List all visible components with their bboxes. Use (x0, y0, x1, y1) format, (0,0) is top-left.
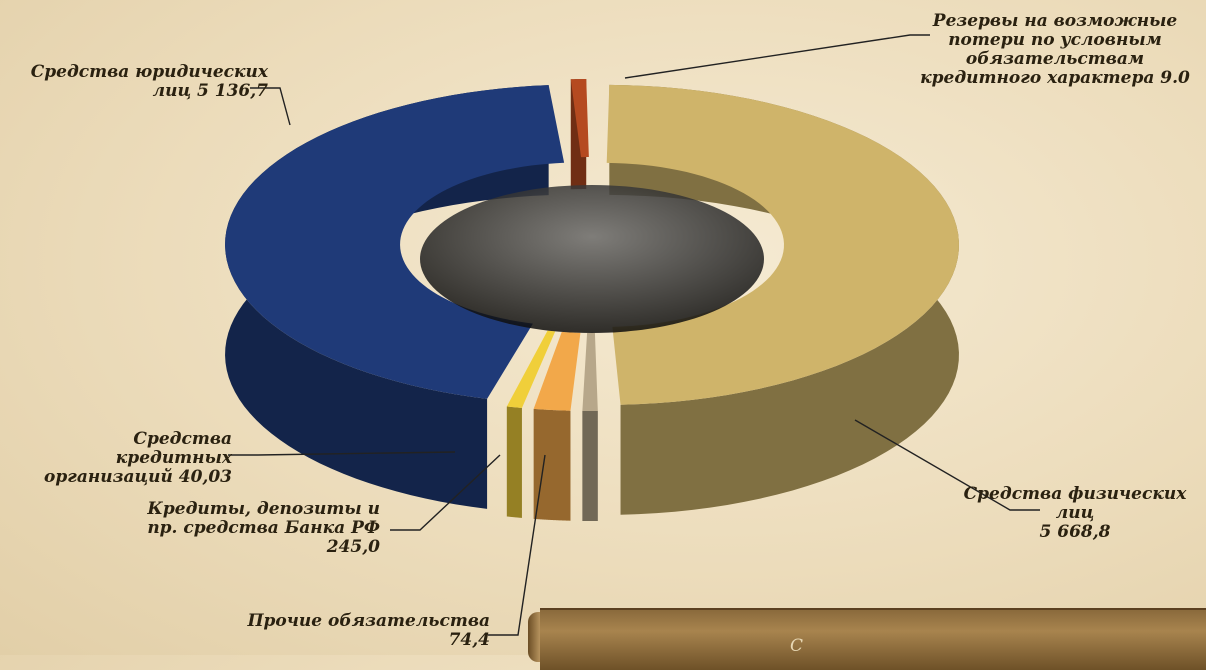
leader-line-5 (624, 34, 930, 79)
slice-label-line: обязательствам (965, 49, 1145, 69)
leader-line-0 (854, 419, 1040, 511)
slice-wall-2 (533, 408, 571, 521)
slice-wall-1 (582, 410, 598, 521)
slice-label-0: Средства физических лиц 5 668,8 (945, 485, 1205, 542)
leader-line-3 (228, 451, 456, 456)
slice-label-line: 74,4 (448, 630, 490, 650)
slice-label-line: пр. средства Банка РФ (147, 518, 380, 538)
donut-hole (420, 185, 764, 333)
slice-wall-3 (506, 406, 522, 518)
slice-top-0 (606, 84, 959, 405)
slice-label-line: потери по условным (948, 30, 1162, 50)
slice-label-4: Средства юридических лиц 5 136,7 (28, 63, 268, 101)
scroll-banner (540, 608, 1206, 670)
slice-label-line: лиц 5 136,7 (152, 81, 268, 101)
leader-line-1 (488, 454, 546, 636)
slice-label-line: Резервы на возможные (932, 11, 1178, 31)
slice-top-5 (570, 79, 589, 158)
slice-0 (606, 84, 959, 515)
footer-text: С (790, 636, 804, 656)
slice-5 (570, 79, 589, 190)
slice-label-line: 5 668,8 (1039, 522, 1111, 542)
slice-top-2 (533, 331, 581, 411)
slice-4 (225, 85, 565, 509)
slice-label-line: Кредиты, депозиты и (147, 499, 380, 519)
slice-1 (582, 332, 598, 521)
slice-label-line: организаций 40,03 (44, 467, 232, 487)
slice-3 (506, 330, 556, 518)
slice-label-line: Прочие обязательства (247, 611, 490, 631)
slice-label-2: Кредиты, депозиты и пр. средства Банка РФ… (140, 500, 380, 557)
leader-line-4 (250, 87, 291, 126)
slice-label-line: Средства физических лиц (963, 484, 1187, 523)
slice-top-4 (225, 85, 565, 399)
slice-label-line: кредитного характера 9.0 (920, 68, 1190, 88)
slice-label-line: Средства юридических (30, 62, 268, 82)
slice-label-3: Средства кредитных организаций 40,03 (12, 430, 232, 487)
slice-label-line: Средства кредитных (115, 429, 232, 468)
slice-top-3 (506, 330, 556, 408)
slice-label-5: Резервы на возможные потери по условным об… (920, 12, 1190, 88)
slice-top-1 (582, 332, 598, 411)
donut-chart (225, 34, 1040, 636)
slice-2 (533, 331, 581, 521)
leader-line-2 (390, 454, 501, 531)
slice-label-line: 245,0 (326, 537, 380, 557)
slice-label-1: Прочие обязательства 74,4 (240, 612, 490, 650)
